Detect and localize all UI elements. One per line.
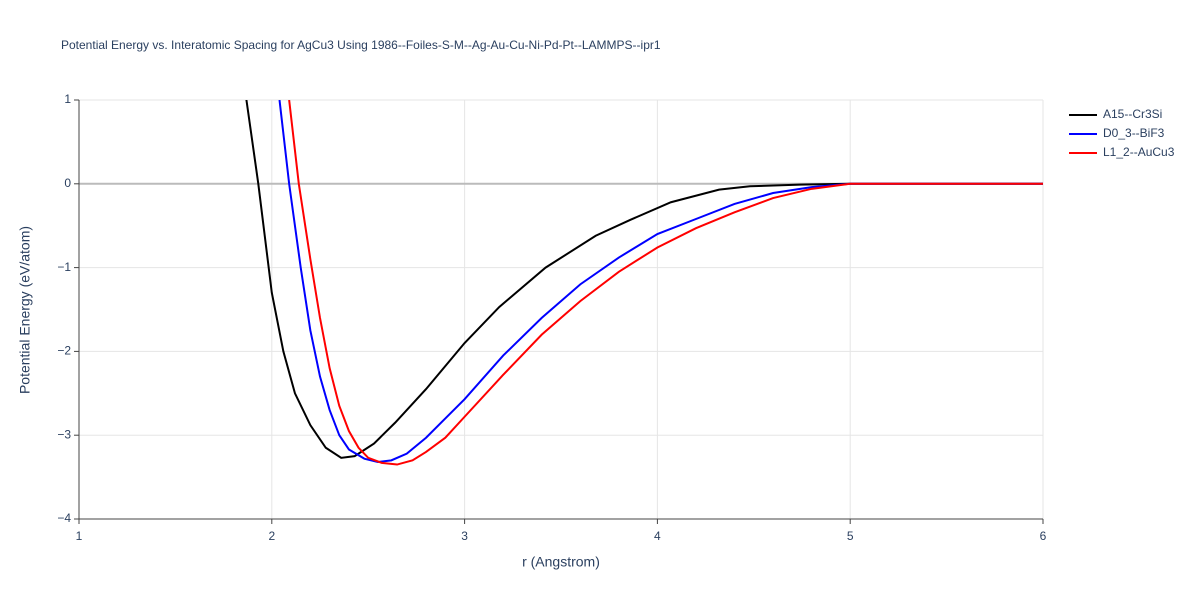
legend: A15--Cr3Si D0_3--BiF3 L1_2--AuCu3 <box>1069 107 1175 159</box>
y-tick-label: −2 <box>57 344 71 358</box>
x-tick-label: 3 <box>461 529 468 543</box>
line <box>278 100 1043 464</box>
x-tick-label: 6 <box>1040 529 1047 543</box>
y-tick-label: 0 <box>64 176 71 190</box>
line <box>245 100 1043 459</box>
x-tick-label: 4 <box>654 529 661 543</box>
legend-label: D0_3--BiF3 <box>1103 126 1165 140</box>
legend-label: L1_2--AuCu3 <box>1103 145 1175 159</box>
legend-label: A15--Cr3Si <box>1103 107 1162 121</box>
x-tick-label: 1 <box>76 529 83 543</box>
line <box>288 100 1043 466</box>
x-tick-label: 2 <box>268 529 275 543</box>
x-axis-title: r (Angstrom) <box>522 554 600 570</box>
x-tick-label: 5 <box>847 529 854 543</box>
y-tick-label: −1 <box>57 260 71 274</box>
plot-area <box>245 100 1043 466</box>
y-axis-title: Potential Energy (eV/atom) <box>17 226 33 394</box>
y-tick-label: −4 <box>57 511 71 525</box>
grid <box>78 99 1044 520</box>
y-tick-label: −3 <box>57 427 71 441</box>
chart-title: Potential Energy vs. Interatomic Spacing… <box>61 38 661 52</box>
y-tick-label: 1 <box>64 92 71 106</box>
